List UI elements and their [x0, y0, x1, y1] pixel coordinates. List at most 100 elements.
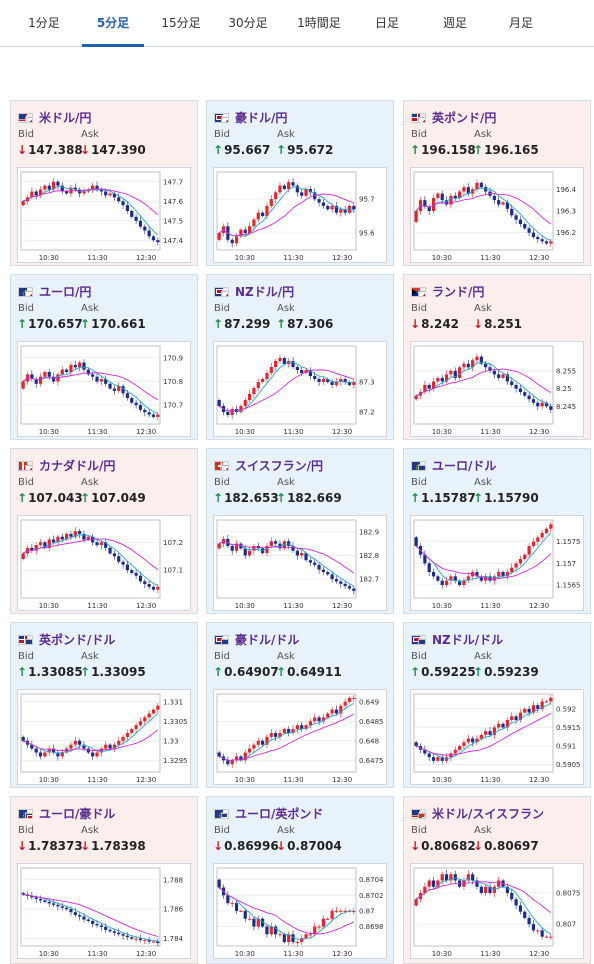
- candlestick-chart[interactable]: 0.8075 0.807 10:30 11:30 12:30: [410, 863, 584, 959]
- candle-body: [265, 373, 269, 379]
- candlestick-chart[interactable]: 1.331 1.3305 1.33 1.3295 10:30 11:30 12:30: [17, 689, 191, 785]
- pair-title[interactable]: NZドル/円: [214, 283, 294, 300]
- ask-price: 182.669: [287, 491, 342, 505]
- tab-4[interactable]: 1時間足: [297, 16, 341, 30]
- ask-price: 1.78398: [91, 839, 146, 853]
- candle-body: [326, 918, 330, 920]
- rate-card[interactable]: カナダドル/円 Bid Ask ↑107.043 ↑107.049 107.2 107.1 1…: [10, 448, 198, 614]
- y-tick-label: 8.255: [556, 367, 576, 375]
- rate-card[interactable]: ユーロ/ドル Bid Ask ↑1.15787 ↑1.15790 1.1575 1.157 1…: [403, 448, 591, 614]
- pair-title[interactable]: ユーロ/豪ドル: [18, 805, 115, 822]
- candlestick-chart[interactable]: 1.788 1.786 1.784 10:30 11:30 12:30: [17, 863, 191, 959]
- candle-body: [518, 559, 523, 564]
- rate-card[interactable]: 英ポンド/円 Bid Ask ↑196.158 ↑196.165 196.4 196.3 19…: [403, 100, 591, 266]
- rate-card[interactable]: NZドル/円 Bid Ask ↑87.299 ↑87.306 87.3 87.2 10:30 1…: [206, 274, 394, 440]
- pair-title[interactable]: ランド/円: [411, 283, 484, 300]
- pair-title[interactable]: 英ポンド/円: [411, 109, 496, 126]
- candle-body: [540, 930, 544, 937]
- candlestick-chart[interactable]: 196.4 196.3 196.2 10:30 11:30 12:30: [410, 167, 584, 263]
- candle-body: [34, 748, 38, 753]
- candle-body: [527, 228, 531, 233]
- bid-value: ↑0.64907: [213, 665, 279, 679]
- candle-body: [274, 541, 278, 544]
- pair-title[interactable]: 豪ドル/円: [214, 109, 287, 126]
- candle-body: [147, 584, 151, 587]
- pair-title[interactable]: スイスフラン/円: [214, 457, 323, 474]
- candlestick-chart[interactable]: 107.2 107.1 10:30 11:30 12:30: [17, 515, 191, 611]
- candle-body: [69, 533, 73, 537]
- candlestick-chart[interactable]: 0.8704 0.8702 0.87 0.8698 10:30 11:30 12:30: [213, 863, 387, 959]
- tab-3[interactable]: 30分足: [228, 16, 268, 30]
- candle-body: [536, 705, 540, 709]
- rate-card[interactable]: ランド/円 Bid Ask ↓8.242 ↓8.251 8.255 8.25 8.245 10:…: [403, 274, 591, 440]
- arrow-up-icon: ↑: [80, 317, 91, 331]
- candle-body: [431, 880, 436, 887]
- tab-2[interactable]: 15分足: [161, 16, 201, 30]
- tab-1[interactable]: 5分足: [82, 0, 144, 47]
- arrow-down-icon: ↓: [213, 839, 224, 853]
- pair-title[interactable]: カナダドル/円: [18, 457, 115, 474]
- pair-title[interactable]: ユーロ/円: [18, 283, 91, 300]
- candlestick-chart[interactable]: 8.255 8.25 8.245 10:30 11:30 12:30: [410, 341, 584, 437]
- pair-title[interactable]: 豪ドル/ドル: [214, 631, 299, 648]
- candle-body: [151, 941, 156, 943]
- rate-card[interactable]: 米ドル/円 Bid Ask ↓147.388 ↓147.390 147.7 147.6 147…: [10, 100, 198, 266]
- rate-card[interactable]: 米ドル/スイスフラン Bid Ask ↓0.80682 ↓0.80697 0.8075 0.…: [403, 796, 591, 964]
- y-tick-label: 147.5: [163, 217, 183, 225]
- arrow-down-icon: ↓: [410, 317, 421, 331]
- pair-title[interactable]: 米ドル/スイスフラン: [411, 805, 544, 822]
- candle-body: [147, 230, 151, 237]
- candle-body: [339, 379, 343, 382]
- ask-value: ↑196.165: [473, 143, 539, 157]
- candle-body: [414, 395, 418, 400]
- candlestick-chart[interactable]: 95.7 95.6 10:30 11:30 12:30: [213, 167, 387, 263]
- candle-body: [484, 363, 488, 368]
- tab-6[interactable]: 週足: [442, 16, 467, 30]
- pair-name: NZドル/円: [235, 285, 295, 299]
- rate-card[interactable]: ユーロ/英ポンド Bid Ask ↓0.86996 ↓0.87004 0.8704 0.87…: [206, 796, 394, 964]
- pair-title[interactable]: 英ポンド/ドル: [18, 631, 115, 648]
- tab-0[interactable]: 1分足: [28, 16, 60, 30]
- candle-body: [86, 369, 90, 375]
- rate-card[interactable]: ユーロ/円 Bid Ask ↑170.657 ↑170.661 170.9 170.8 170…: [10, 274, 198, 440]
- rate-card[interactable]: 豪ドル/ドル Bid Ask ↑0.64907 ↑0.64911 0.649 0.6485 0…: [206, 622, 394, 788]
- candle-body: [484, 731, 488, 735]
- rate-card[interactable]: ユーロ/豪ドル Bid Ask ↓1.78373 ↓1.78398 1.788 1.786 1…: [10, 796, 198, 964]
- rate-card[interactable]: 英ポンド/ドル Bid Ask ↑1.33085 ↑1.33095 1.331 1.3305…: [10, 622, 198, 788]
- pair-title[interactable]: ユーロ/ドル: [411, 457, 496, 474]
- candle-body: [156, 414, 160, 417]
- bid-price: 0.86996: [224, 839, 279, 853]
- tab-5[interactable]: 日足: [374, 16, 399, 30]
- y-tick-label: 0.649: [359, 698, 379, 706]
- candlestick-chart[interactable]: 147.7 147.6 147.5 147.4 10:30 11:30 12:30: [17, 167, 191, 263]
- pair-title[interactable]: NZドル/ドル: [411, 631, 503, 648]
- candle-body: [91, 185, 95, 190]
- candle-body: [330, 574, 334, 580]
- candlestick-chart[interactable]: 1.1575 1.157 1.1565 10:30 11:30 12:30: [410, 515, 584, 611]
- y-tick-label: 0.807: [556, 921, 576, 929]
- pair-title[interactable]: ユーロ/英ポンド: [214, 805, 323, 822]
- candlestick-chart[interactable]: 87.3 87.2 10:30 11:30 12:30: [213, 341, 387, 437]
- candle-body: [436, 880, 440, 887]
- candle-body: [34, 379, 38, 384]
- rate-card[interactable]: スイスフラン/円 Bid Ask ↑182.653 ↑182.669 182.9 182.8…: [206, 448, 394, 614]
- candle-body: [479, 356, 483, 364]
- candle-body: [317, 199, 321, 203]
- candle-body: [326, 713, 330, 718]
- candlestick-chart[interactable]: 0.649 0.6485 0.648 0.6475 10:30 11:30 12:30: [213, 689, 387, 785]
- candlestick-chart[interactable]: 170.9 170.8 170.7 10:30 11:30 12:30: [17, 341, 191, 437]
- candle-body: [156, 705, 160, 710]
- bid-price: 182.653: [224, 491, 279, 505]
- rate-card[interactable]: 豪ドル/円 Bid Ask ↑95.667 ↑95.672 95.7 95.6 10:30 11…: [206, 100, 394, 266]
- arrow-up-icon: ↑: [276, 491, 287, 505]
- pair-title[interactable]: 米ドル/円: [18, 109, 91, 126]
- candle-body: [518, 905, 523, 912]
- y-tick-label: 0.6485: [359, 718, 384, 726]
- tab-7[interactable]: 月足: [508, 16, 533, 30]
- ask-label: Ask: [474, 825, 492, 836]
- ask-label: Ask: [81, 651, 99, 662]
- candlestick-chart[interactable]: 0.592 0.5915 0.591 0.5905 10:30 11:30 12:30: [410, 689, 584, 785]
- rate-card[interactable]: NZドル/ドル Bid Ask ↑0.59225 ↑0.59239 0.592 0.5915…: [403, 622, 591, 788]
- pair-name: 豪ドル/ドル: [235, 633, 300, 647]
- candlestick-chart[interactable]: 182.9 182.8 182.7 10:30 11:30 12:30: [213, 515, 387, 611]
